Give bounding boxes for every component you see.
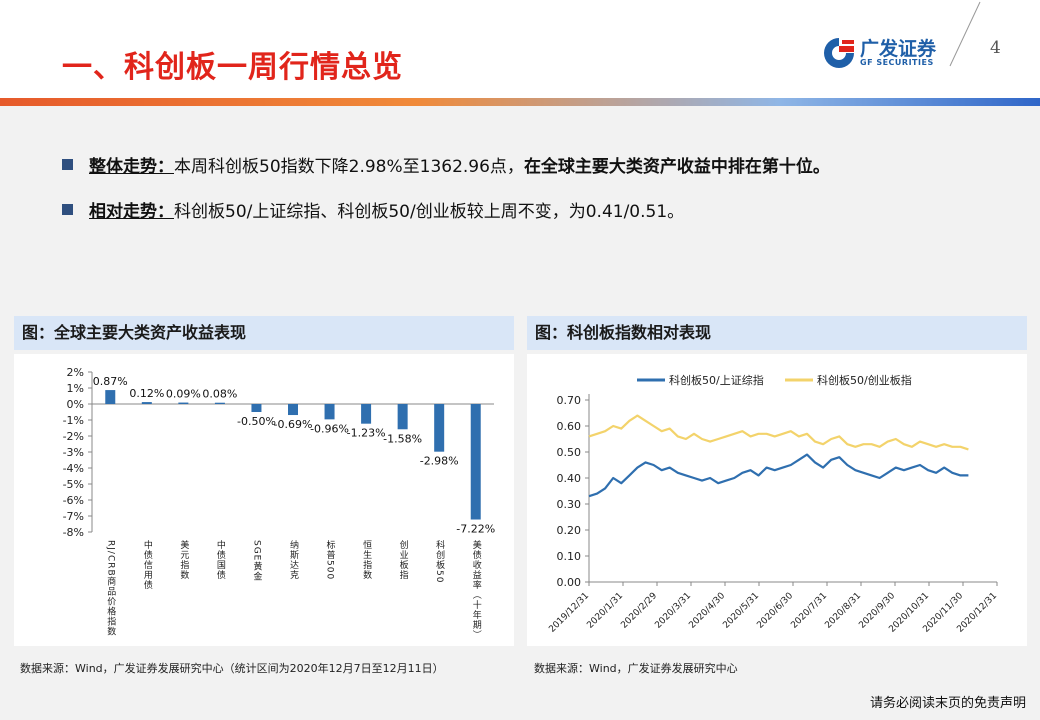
bar xyxy=(361,404,372,424)
bar xyxy=(434,404,445,452)
gf-logo-icon xyxy=(824,38,854,68)
x-category-label: RJ/CRB商品价格指数 xyxy=(105,540,116,637)
series-line-star50-vs-shanghai xyxy=(588,453,969,498)
bar xyxy=(397,404,408,430)
bullet-overall-trend: 整体走势： 本周科创板50指数下降2.98%至1362.96点， 在全球主要大类… xyxy=(62,152,830,177)
y-tick-label: 0.30 xyxy=(557,498,582,511)
bullet-relative-trend: 相对走势： 科创板50/上证综指、科创板50/创业板较上周不变，为0.41/0.… xyxy=(62,197,684,222)
y-tick-label: -6% xyxy=(63,494,84,507)
bar-chart: 2% 1% 0% -1% -2% -3% -4% -5% -6% -7% -8% 0.87% RJ/CR… xyxy=(63,366,496,640)
x-category-label: 中债国债 xyxy=(215,539,226,580)
bullet-label: 相对走势： xyxy=(89,202,174,222)
disclaimer-note: 请务必阅读末页的免责声明 xyxy=(869,696,1026,711)
y-tick-label: 0.00 xyxy=(557,576,582,589)
bar-data-label: -1.23% xyxy=(347,427,386,440)
right-panel-heading: 图：科创板指数相对表现 xyxy=(527,316,1027,350)
y-tick-label: -2% xyxy=(63,430,84,443)
bar xyxy=(214,402,225,404)
series-line-star50-vs-chinext xyxy=(588,414,969,451)
x-category-label: 创业板指 xyxy=(398,539,409,580)
bullet-text: 科创板50/上证综指、科创板50/创业板较上周不变，为0.41/0.51。 xyxy=(174,202,685,222)
line-chart: 科创板50/上证综指 科创板50/创业板指 0.70 0.60 0.50 0.40 0.30… xyxy=(547,373,999,635)
bar xyxy=(288,404,298,416)
bar xyxy=(324,404,335,420)
y-tick-label: 0.40 xyxy=(557,472,582,485)
header: 一、科创板一周行情总览 广发证券 GF SECURITIES 4 xyxy=(0,0,1040,112)
y-tick-label: -4% xyxy=(63,462,84,475)
y-tick-label: 0% xyxy=(67,398,84,411)
bar-data-label: 0.87% xyxy=(93,375,128,388)
x-category-label: 标普500 xyxy=(325,539,336,580)
x-category-label: 中债信用债 xyxy=(142,539,153,590)
left-chart-area: 2% 1% 0% -1% -2% -3% -4% -5% -6% -7% -8% 0.87% RJ/CR… xyxy=(14,354,514,646)
bar xyxy=(470,404,481,520)
bar-data-label: 0.09% xyxy=(166,388,201,401)
divider-slash xyxy=(949,1,981,67)
bar xyxy=(178,402,189,404)
y-tick-label: 2% xyxy=(67,366,84,379)
x-category-label: 美债收益率（十年期） xyxy=(471,539,482,640)
bullet-bold-text: 在全球主要大类资产收益中排在第十位。 xyxy=(523,157,830,177)
y-tick-label: -1% xyxy=(63,414,84,427)
bar-data-label: -1.58% xyxy=(383,432,422,445)
bullet-square-icon xyxy=(62,159,73,170)
x-category-label: 科创板50 xyxy=(434,539,445,584)
bar xyxy=(105,390,116,404)
bar-data-label: -0.96% xyxy=(310,422,349,435)
x-tick-label: 2019/12/31 xyxy=(547,591,591,635)
page-title: 一、科创板一周行情总览 xyxy=(62,50,403,85)
logo-text-cn: 广发证券 xyxy=(860,38,937,60)
y-tick-label: -3% xyxy=(63,446,84,459)
bullet-text: 本周科创板50指数下降2.98%至1362.96点， xyxy=(174,157,524,177)
y-tick-label: -5% xyxy=(63,478,84,491)
bar-data-label: 0.12% xyxy=(129,387,164,400)
y-tick-label: 0.10 xyxy=(557,550,582,563)
bar-data-label: 0.08% xyxy=(202,388,237,401)
page-number: 4 xyxy=(990,38,1001,58)
y-tick-label: 0.50 xyxy=(557,446,582,459)
bar-data-label: -0.50% xyxy=(237,415,276,428)
bar-data-label: -2.98% xyxy=(420,455,459,468)
right-chart-area: 科创板50/上证综指 科创板50/创业板指 0.70 0.60 0.50 0.40 0.30… xyxy=(527,354,1027,646)
header-gradient-bar xyxy=(0,98,1040,106)
bar xyxy=(251,404,262,412)
bullet-square-icon xyxy=(62,204,73,215)
x-category-label: SGE黄金 xyxy=(251,540,261,581)
legend-label: 科创板50/上证综指 xyxy=(669,373,764,387)
bar-data-label: -0.69% xyxy=(274,418,313,431)
x-category-label: 恒生指数 xyxy=(361,539,372,580)
bullet-label: 整体走势： xyxy=(89,157,174,177)
y-tick-label: 1% xyxy=(67,382,84,395)
x-category-label: 纳斯达克 xyxy=(288,539,299,580)
left-source-note: 数据来源：Wind，广发证券发展研究中心（统计区间为2020年12月7日至12月… xyxy=(20,662,444,675)
right-source-note: 数据来源：Wind，广发证券发展研究中心 xyxy=(534,662,738,675)
y-tick-label: -8% xyxy=(63,526,84,539)
bar xyxy=(141,402,152,404)
x-category-label: 美元指数 xyxy=(178,539,189,580)
y-tick-label: -7% xyxy=(63,510,84,523)
y-tick-label: 0.20 xyxy=(557,524,582,537)
legend-label: 科创板50/创业板指 xyxy=(817,373,912,387)
gf-securities-logo: 广发证券 GF SECURITIES xyxy=(822,34,952,74)
y-tick-label: 0.60 xyxy=(557,420,582,433)
y-tick-label: 0.70 xyxy=(557,394,582,407)
bar-data-label: -7.22% xyxy=(456,523,495,536)
logo-text-en: GF SECURITIES xyxy=(860,58,934,67)
left-panel-heading: 图：全球主要大类资产收益表现 xyxy=(14,316,514,350)
